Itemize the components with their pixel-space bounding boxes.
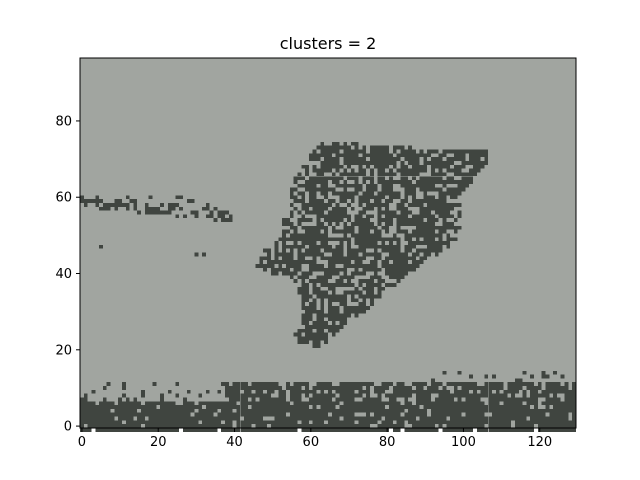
cluster-pixels <box>80 141 576 432</box>
chart-title: clusters = 2 <box>280 34 377 53</box>
cluster-image-foreground <box>80 141 576 432</box>
y-tick-label: 40 <box>55 267 72 282</box>
y-tick-label: 20 <box>55 343 72 358</box>
x-tick-label: 20 <box>150 435 167 450</box>
cluster-image-background <box>80 58 576 428</box>
x-tick-label: 120 <box>527 435 552 450</box>
y-tick-label: 80 <box>55 114 72 129</box>
plot-area <box>79 57 577 432</box>
x-axis: 0 20 40 60 80 100 120 <box>78 428 552 450</box>
x-tick-label: 0 <box>78 435 86 450</box>
x-tick-label: 100 <box>451 435 476 450</box>
x-tick-label: 60 <box>303 435 320 450</box>
x-tick-label: 40 <box>226 435 243 450</box>
plot-frame <box>79 57 577 429</box>
y-tick-label: 60 <box>55 191 72 206</box>
y-tick-label: 0 <box>64 420 72 435</box>
x-tick-label: 80 <box>379 435 396 450</box>
y-axis: 0 20 40 60 80 <box>55 114 80 435</box>
